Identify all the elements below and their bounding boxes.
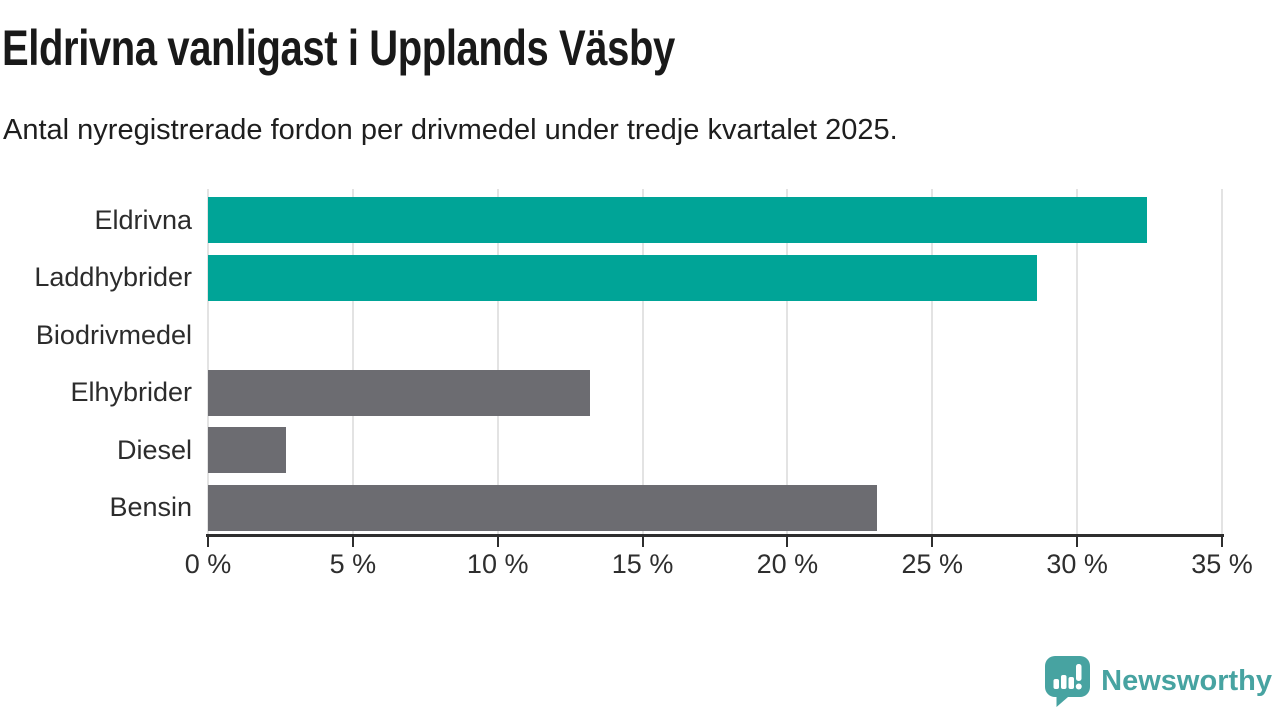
chart-title: Eldrivna vanligast i Upplands Väsby [2, 20, 675, 76]
category-label: Bensin [109, 492, 192, 522]
x-tick-label: 25 % [901, 549, 964, 579]
x-tick [931, 537, 934, 547]
gridline [641, 189, 644, 534]
gridline [931, 189, 934, 534]
category-label: Elhybrider [70, 377, 192, 407]
x-axis-line [206, 534, 1224, 537]
category-label: Diesel [116, 434, 192, 465]
x-tick-label: 20 % [756, 549, 819, 579]
bar [208, 369, 591, 416]
gridline [1076, 189, 1079, 534]
x-tick [786, 537, 789, 547]
category-label: Biodrivmedel [35, 319, 192, 350]
x-tick-label: 5 % [329, 549, 377, 579]
gridline [786, 189, 789, 534]
x-tick [641, 537, 644, 547]
x-tick-label: 0 % [184, 549, 232, 579]
x-tick [1221, 537, 1223, 547]
gridline [496, 189, 499, 534]
bar [208, 197, 1147, 243]
gridline [1221, 189, 1223, 534]
x-tick-label: 30 % [1046, 549, 1108, 579]
x-tick [351, 537, 354, 547]
x-tick [207, 537, 209, 547]
newsworthy-logo: Newsworthy [1045, 656, 1272, 707]
gridline [207, 189, 209, 534]
gridline [351, 189, 354, 534]
bar [208, 484, 878, 531]
bar [208, 427, 287, 473]
newsworthy-logo-text: Newsworthy [1101, 665, 1272, 697]
x-tick-label: 10 % [466, 549, 529, 579]
chart-subtitle: Antal nyregistrerade fordon per drivmede… [3, 114, 898, 146]
x-tick [496, 537, 499, 547]
x-tick [1076, 537, 1079, 547]
category-label: Eldrivna [94, 204, 192, 235]
newsworthy-logo-icon [1045, 656, 1091, 707]
bar [208, 254, 1037, 301]
x-tick-label: 15 % [611, 549, 674, 579]
x-tick-label: 35 % [1191, 549, 1253, 579]
category-label: Laddhybrider [34, 262, 192, 292]
